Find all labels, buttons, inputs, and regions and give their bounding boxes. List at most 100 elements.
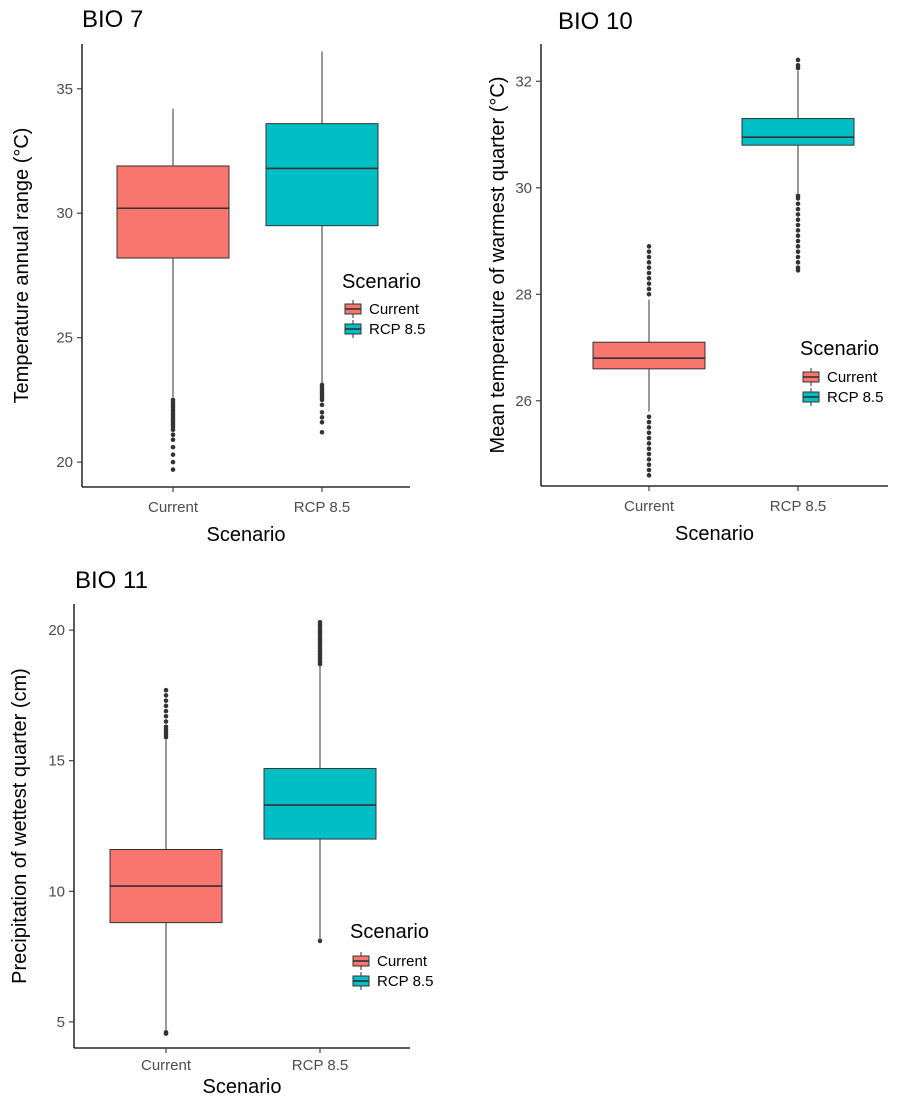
y-axis-title: Temperature annual range (°C) <box>11 128 33 404</box>
outlier-point <box>646 265 652 270</box>
outlier-point <box>163 1031 169 1036</box>
outlier-point <box>163 714 169 719</box>
outlier-point <box>170 437 176 443</box>
outlier-point <box>646 249 652 254</box>
outlier-point <box>646 286 652 292</box>
y-tick-label: 30 <box>56 205 73 222</box>
legend-title: Scenario <box>350 921 429 943</box>
outlier-point <box>646 467 652 473</box>
outlier-point <box>646 462 652 467</box>
legend-label: Current <box>377 953 428 970</box>
panel-bio10: BIO 10 26 28 30 32 Mean temperature of warmes… <box>487 8 888 545</box>
outlier-point <box>646 425 652 430</box>
outlier-point <box>163 724 169 730</box>
outlier-point <box>646 276 652 281</box>
outlier-point <box>646 473 652 478</box>
outlier-point <box>170 467 176 472</box>
outlier-point <box>317 938 323 944</box>
box-rcp85 <box>741 118 855 146</box>
y-tick-label: 20 <box>48 622 65 639</box>
panel-bio11: BIO 11 5 10 15 20 Precipitation of wettest qu… <box>9 567 433 1098</box>
box-rcp85 <box>263 768 377 840</box>
outlier-point <box>163 703 169 709</box>
chart-title: BIO 10 <box>558 8 633 35</box>
outlier-point <box>646 457 652 462</box>
x-tick-label: RCP 8.5 <box>292 1057 348 1074</box>
outlier-point <box>795 268 801 273</box>
outlier-point <box>317 619 323 625</box>
outlier-point <box>795 206 801 212</box>
box-current <box>592 341 706 370</box>
outlier-point <box>170 427 176 433</box>
outlier-point <box>319 397 325 403</box>
outlier-point <box>795 212 801 217</box>
outlier-point <box>795 238 801 244</box>
x-axis-title: Scenario <box>203 1076 282 1098</box>
legend-title: Scenario <box>342 271 421 293</box>
chart-title: BIO 11 <box>75 567 148 594</box>
y-tick-label: 26 <box>515 393 532 410</box>
y-tick-label: 30 <box>515 180 532 197</box>
outlier-point <box>795 222 801 228</box>
y-tick-label: 32 <box>515 73 532 90</box>
y-axis-title: Precipitation of wettest quarter (cm) <box>9 668 31 984</box>
outlier-point <box>795 201 801 207</box>
outlier-point <box>170 432 176 438</box>
outlier-point <box>646 281 652 286</box>
box-current <box>116 165 230 259</box>
outlier-point <box>319 402 325 408</box>
y-tick-label: 10 <box>48 883 65 900</box>
outlier-point <box>646 291 652 297</box>
outlier-point <box>795 254 801 260</box>
y-tick-label: 28 <box>515 286 532 303</box>
outlier-point <box>795 233 801 239</box>
x-axis-title: Scenario <box>207 524 286 546</box>
outlier-point <box>795 217 801 223</box>
panel-bio7: BIO 7 20 25 30 35 Temperature annual range (°… <box>11 6 425 546</box>
outlier-point <box>795 63 801 68</box>
y-tick-label: 15 <box>48 753 65 770</box>
y-tick-label: 20 <box>56 454 73 471</box>
outlier-point <box>795 57 801 63</box>
outlier-point <box>170 452 176 457</box>
legend-label: Current <box>369 301 420 318</box>
outlier-point <box>163 687 169 693</box>
chart-title: BIO 7 <box>82 6 143 33</box>
y-axis-title: Mean temperature of warmest quarter (°C) <box>487 76 509 453</box>
outlier-point <box>163 693 169 698</box>
box-rcp85 <box>265 123 379 227</box>
outlier-point <box>319 415 325 420</box>
outlier-point <box>646 451 652 457</box>
outlier-point <box>319 410 325 415</box>
outlier-point <box>646 441 652 446</box>
outlier-point <box>163 719 169 724</box>
outlier-point <box>795 196 801 201</box>
x-tick-label: RCP 8.5 <box>294 499 350 516</box>
x-tick-label: Current <box>141 1057 192 1074</box>
legend-label: RCP 8.5 <box>369 321 425 338</box>
outlier-point <box>795 228 801 233</box>
legend-label: Current <box>827 369 878 386</box>
legend-label: RCP 8.5 <box>827 389 883 406</box>
outlier-point <box>319 429 325 435</box>
legend-title: Scenario <box>800 338 879 360</box>
outlier-point <box>795 244 801 249</box>
outlier-point <box>646 254 652 260</box>
x-tick-label: Current <box>624 498 675 515</box>
outlier-point <box>646 244 652 249</box>
x-tick-label: Current <box>148 499 199 516</box>
outlier-point <box>795 249 801 254</box>
outlier-point <box>795 260 801 265</box>
outlier-point <box>163 698 169 703</box>
outlier-point <box>163 708 169 714</box>
outlier-point <box>646 430 652 436</box>
outlier-point <box>319 419 325 425</box>
outlier-point <box>646 414 652 420</box>
outlier-point <box>646 446 652 452</box>
outlier-point <box>170 444 176 450</box>
x-tick-label: RCP 8.5 <box>770 498 826 515</box>
x-axis-title: Scenario <box>675 523 754 545</box>
outlier-point <box>646 435 652 441</box>
outlier-point <box>170 459 176 465</box>
